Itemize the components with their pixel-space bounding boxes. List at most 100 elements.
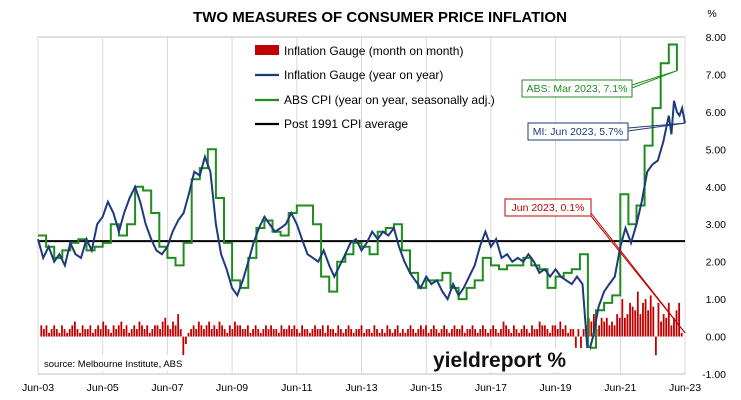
mom-bar [259,332,262,337]
mom-bar [613,325,616,337]
mom-bar [404,332,407,337]
mom-bar [662,314,665,337]
mom-bar [649,295,652,337]
mom-bar [432,325,435,337]
mom-bar [556,329,559,337]
mom-bar [518,332,520,337]
mom-bar [515,329,518,337]
mom-bar [350,329,353,337]
mom-bar [148,332,151,337]
mom-bar [481,325,484,337]
mom-bar [665,317,668,337]
mom-bar [543,325,546,337]
mom-bar [368,329,371,337]
mom-bar [559,321,562,337]
mom-bar [182,336,185,360]
mom-bar [567,332,569,337]
mom-bar [631,306,634,337]
mom-bar [487,332,489,337]
legend-label-avg: Post 1991 CPI average [284,117,408,131]
mom-bar [308,332,311,337]
mom-bar [469,329,471,337]
mom-bar [373,325,376,337]
mom-bar [551,325,554,337]
mom-bar [166,325,169,337]
mom-bar [463,332,466,337]
mom-bar [169,329,172,337]
mom-bar [226,332,229,337]
y-tick-label: 0.00 [706,332,727,344]
mom-bar [123,329,125,337]
x-tick-label: Jun-13 [345,382,377,394]
mom-bar [73,321,76,337]
mom-bar [89,325,92,337]
mom-bar [572,329,575,337]
mom-bar [192,325,195,337]
logo-backdrop [430,348,590,372]
mom-bar [370,332,373,337]
y-tick-label: 4.00 [706,182,727,194]
mom-bar [332,329,334,337]
mom-bar [42,329,45,337]
mom-bar [623,317,626,337]
mom-bar [667,302,670,337]
mom-bar [174,325,177,337]
mom-bar [257,329,260,337]
y-tick-label: 8.00 [706,32,727,44]
mom-bar [146,325,149,337]
mom-bar [285,329,288,337]
x-tick-label: Jun-21 [604,382,636,394]
mom-bar [636,291,639,337]
mom-bar [141,325,143,337]
series-lines [37,43,686,356]
mom-bar [510,332,513,337]
mom-bar [536,329,538,337]
mom-bar [598,325,600,337]
mom-bar [652,306,655,337]
mom-bar [339,329,342,337]
mom-bar [642,302,644,337]
mom-bar [378,332,381,337]
mom-bar [425,325,427,337]
mom-bar [605,317,608,337]
mom-bar [621,299,624,337]
mom-bar [389,329,391,337]
mom-bar [99,329,102,337]
mom-bar [489,329,492,337]
mom-bar [376,329,378,337]
mom-bar [200,325,203,337]
mom-bar [461,325,464,337]
mom-bar [275,329,278,337]
mom-bar [107,329,110,337]
mom-bar [190,329,192,337]
mom-bar [450,329,453,337]
y-unit-label: % [707,8,716,20]
mom-bar [324,332,327,337]
mom-bar [549,332,551,337]
mom-bar [187,332,190,337]
mom-bar [647,310,650,337]
mom-bar [582,329,585,337]
mom-bar [458,329,461,337]
y-tick-label: 3.00 [706,219,727,231]
mom-bar [301,325,304,337]
mom-bar [520,329,523,337]
mom-bar [438,332,440,337]
mom-bar [414,332,417,337]
mom-bar [102,321,105,337]
mom-bar [412,329,415,337]
mom-bar [352,332,355,337]
mom-bar [239,325,242,337]
mom-bar [590,321,593,337]
mom-bar [654,336,657,356]
mom-bar [61,325,63,337]
y-axis: 8.00 7.00 6.00 5.00 4.00 3.00 2.00 1.00 0.00 -1.0… [702,32,726,381]
annotation-leader [590,212,686,334]
chart-footer: source: Melbourne Institute, ABS yieldre… [40,348,590,372]
mom-bar [228,325,231,337]
mom-bar [321,325,324,337]
x-tick-label: Jun-15 [410,382,442,394]
mom-bar [311,329,314,337]
mom-bar [92,332,94,337]
